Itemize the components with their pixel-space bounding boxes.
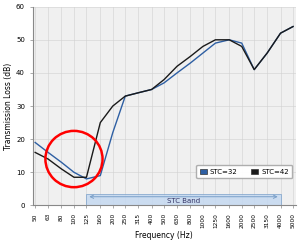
Y-axis label: Transmission Loss (dB): Transmission Loss (dB) [4, 62, 13, 150]
Legend: STC=32, STC=42: STC=32, STC=42 [196, 165, 292, 178]
Text: STC Band: STC Band [167, 198, 200, 204]
Bar [86, 194, 280, 205]
X-axis label: Frequency (Hz): Frequency (Hz) [135, 231, 193, 240]
